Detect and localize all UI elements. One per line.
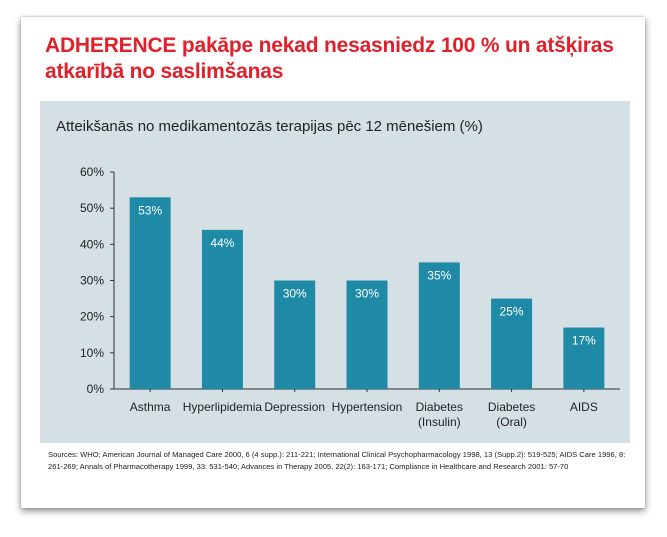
bar (346, 280, 388, 389)
x-tick-label: Diabetes (416, 400, 463, 414)
y-tick-label: 30% (80, 274, 104, 288)
bar-value-label: 30% (355, 287, 379, 301)
bar (418, 262, 460, 389)
chart-title: Atteikšanās no medikamentozās terapijas … (56, 118, 483, 135)
chart-panel: Atteikšanās no medikamentozās terapijas … (40, 101, 630, 443)
y-tick-label: 0% (87, 382, 105, 396)
slide-title: ADHERENCE pakāpe nekad nesasniedz 100 % … (45, 34, 614, 83)
bar-value-label: 30% (283, 287, 307, 301)
x-tick-label: (Insulin) (418, 415, 461, 429)
bar (274, 280, 316, 389)
y-tick-label: 10% (80, 346, 104, 360)
bar-value-label: 35% (427, 268, 451, 282)
x-tick-label: (Oral) (496, 415, 527, 429)
bar (563, 327, 605, 389)
x-tick-label: AIDS (570, 400, 598, 414)
x-tick-label: Asthma (130, 400, 171, 414)
y-tick-label: 50% (80, 201, 104, 215)
slide: ADHERENCE pakāpe nekad nesasniedz 100 % … (21, 17, 645, 508)
bar-chart: Atteikšanās no medikamentozās terapijas … (56, 118, 620, 429)
bar-value-label: 53% (138, 203, 162, 217)
x-tick-label: Hyperlipidemia (183, 400, 263, 414)
x-tick-label: Hypertension (332, 400, 403, 414)
x-tick-label: Depression (264, 400, 325, 414)
bar (129, 197, 171, 389)
y-tick-label: 20% (80, 310, 104, 324)
x-tick-label: Diabetes (488, 400, 535, 414)
bar (201, 229, 243, 389)
bar-value-label: 25% (500, 305, 524, 319)
bar-value-label: 44% (210, 236, 234, 250)
sources-footnote: Sources: WHO; American Journal of Manage… (48, 450, 626, 471)
bar-value-label: 17% (572, 334, 596, 348)
bar (491, 298, 533, 389)
y-tick-label: 60% (80, 165, 104, 179)
y-tick-label: 40% (80, 237, 104, 251)
